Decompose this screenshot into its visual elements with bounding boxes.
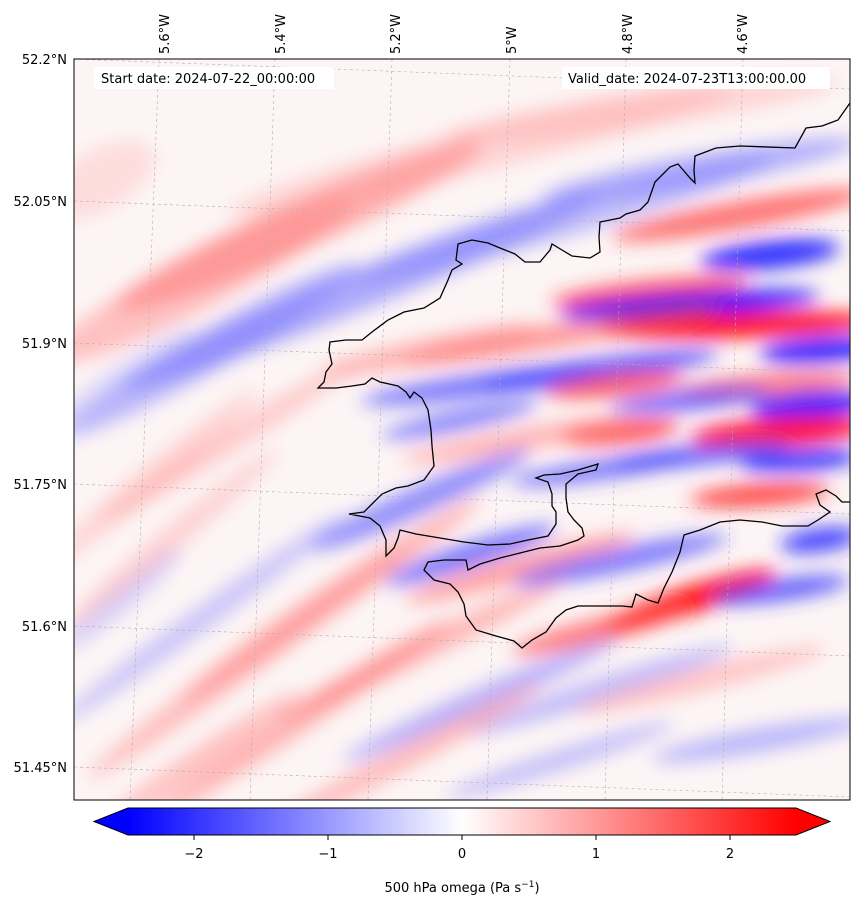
lat-label: 52.05°N bbox=[14, 195, 67, 210]
omega-band bbox=[74, 196, 351, 364]
omega-band bbox=[690, 416, 850, 448]
lat-label: 51.45°N bbox=[14, 761, 67, 776]
lat-label: 51.75°N bbox=[14, 478, 67, 493]
omega-band bbox=[74, 263, 358, 437]
longitude-labels: 5.6°W 5.4°W 5.2°W 5°W 4.8°W 4.6°W bbox=[158, 14, 751, 54]
lon-label: 4.8°W bbox=[621, 14, 636, 54]
omega-band bbox=[651, 717, 850, 763]
colorbar-outline bbox=[92, 807, 832, 836]
omega-band bbox=[780, 526, 850, 554]
omega-band bbox=[740, 447, 850, 473]
omega-band bbox=[361, 365, 599, 405]
omega-band bbox=[510, 454, 690, 486]
omega-band bbox=[710, 575, 850, 605]
omega-band bbox=[310, 449, 530, 551]
omega-band bbox=[150, 618, 450, 800]
colorbar-body bbox=[128, 808, 796, 835]
omega-band bbox=[74, 140, 155, 220]
colorbar-ticks: −2 −1 0 1 2 bbox=[184, 835, 734, 862]
valid-date-label: Valid_date: 2024-07-23T13:00:00.00 bbox=[568, 72, 806, 87]
omega-band bbox=[750, 390, 850, 420]
lon-label: 4.6°W bbox=[736, 14, 751, 54]
map-panel bbox=[74, 59, 851, 800]
omega-band bbox=[466, 645, 734, 735]
omega-band bbox=[258, 684, 542, 800]
lon-label: 5°W bbox=[505, 26, 520, 54]
lon-label: 5.6°W bbox=[158, 14, 173, 54]
lat-label: 51.6°N bbox=[22, 620, 67, 635]
colorbar-label: 500 hPa omega (Pa s−1) bbox=[384, 880, 539, 896]
lat-label: 52.2°N bbox=[22, 53, 67, 68]
omega-band bbox=[381, 400, 539, 440]
omega-band bbox=[87, 541, 413, 779]
omega-band bbox=[545, 371, 685, 399]
coastline bbox=[316, 102, 851, 649]
omega-band bbox=[611, 188, 850, 242]
omega-band bbox=[322, 324, 538, 376]
omega-band bbox=[102, 359, 358, 521]
omega-band bbox=[610, 387, 770, 413]
omega-band bbox=[384, 524, 556, 586]
lon-label: 5.2°W bbox=[389, 14, 404, 54]
colorbar-tick-label: 1 bbox=[592, 847, 600, 862]
lat-label: 51.9°N bbox=[22, 337, 67, 352]
omega-band bbox=[441, 76, 839, 144]
omega-band bbox=[700, 239, 840, 271]
valid-date-box bbox=[562, 67, 830, 89]
omega-band bbox=[542, 138, 850, 202]
omega-band bbox=[512, 534, 728, 586]
map-frame bbox=[73, 58, 851, 801]
colorbar-tick-label: 0 bbox=[458, 847, 466, 862]
omega-band bbox=[342, 638, 618, 762]
colorbar-tick-label: −1 bbox=[318, 847, 337, 862]
latitude-labels: 52.2°N 52.05°N 51.9°N 51.75°N 51.6°N 51.… bbox=[14, 53, 67, 776]
colorbar-min-extension bbox=[94, 808, 128, 835]
lon-label: 5.4°W bbox=[274, 14, 289, 54]
omega-band bbox=[550, 276, 750, 308]
omega-band bbox=[74, 328, 196, 432]
omega-band bbox=[404, 532, 636, 604]
colorbar-max-extension bbox=[796, 808, 830, 835]
omega-band bbox=[402, 304, 718, 366]
omega-band bbox=[512, 605, 688, 655]
omega-band bbox=[445, 721, 675, 799]
omega-band bbox=[690, 482, 830, 508]
omega-band bbox=[100, 692, 300, 800]
colorbar-tick-label: 2 bbox=[726, 847, 734, 862]
omega-band bbox=[74, 449, 278, 631]
omega-field bbox=[74, 76, 850, 800]
colorbar: −2 −1 0 1 2 500 hPa omega (Pa s−1) bbox=[92, 807, 832, 896]
start-date-label: Start date: 2024-07-22_00:00:00 bbox=[101, 72, 315, 87]
omega-band bbox=[401, 416, 639, 464]
colorbar-tick-label: −2 bbox=[184, 847, 203, 862]
omega-band bbox=[573, 646, 827, 714]
omega-band bbox=[74, 513, 346, 727]
start-date-box bbox=[94, 67, 334, 89]
omega-band bbox=[74, 547, 182, 653]
